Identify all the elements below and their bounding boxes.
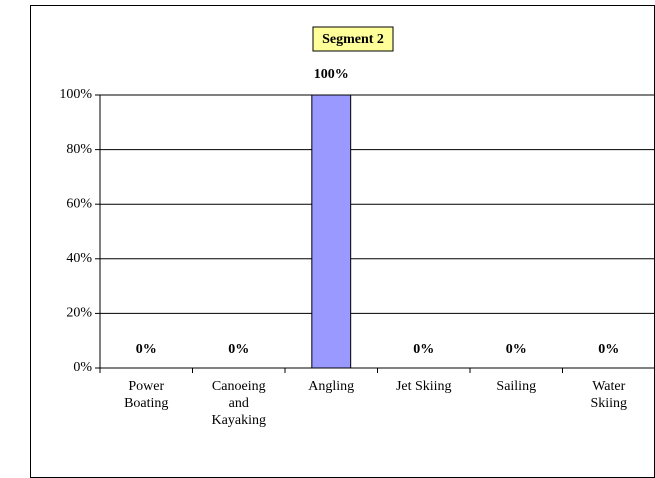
x-tick-label-box: Sailing xyxy=(496,379,537,394)
y-tick-label: 80% xyxy=(66,142,92,157)
y-tick-label: 100% xyxy=(59,87,92,102)
x-tick-label: Jet Skiing xyxy=(395,379,452,394)
bar xyxy=(311,94,352,369)
x-tick-label: Water Skiing xyxy=(590,379,628,411)
data-label: 0% xyxy=(413,342,434,357)
x-tick-label-box: Angling xyxy=(308,379,355,394)
y-tick-label: 60% xyxy=(66,196,92,211)
data-label: 0% xyxy=(136,342,157,357)
data-label: 0% xyxy=(598,342,619,357)
chart-title: Segment 2 xyxy=(322,32,384,47)
x-tick-label: Canoeing and Kayaking xyxy=(211,379,266,428)
x-tick-label: Sailing xyxy=(496,379,537,394)
x-tick-label-box: Water Skiing xyxy=(590,379,628,411)
title-box xyxy=(312,26,394,52)
y-tick-label: 0% xyxy=(73,360,92,375)
data-label: 100% xyxy=(314,67,349,82)
y-tick-label: 20% xyxy=(66,306,92,321)
x-tick-label-box: Power Boating xyxy=(124,379,169,411)
x-tick-label: Power Boating xyxy=(124,379,169,411)
y-tick-label: 40% xyxy=(66,251,92,266)
data-label: 0% xyxy=(228,342,249,357)
x-tick-label-box: Canoeing and Kayaking xyxy=(211,379,266,428)
data-label: 0% xyxy=(506,342,527,357)
x-tick-label: Angling xyxy=(308,379,355,394)
x-tick-label-box: Jet Skiing xyxy=(395,379,452,394)
